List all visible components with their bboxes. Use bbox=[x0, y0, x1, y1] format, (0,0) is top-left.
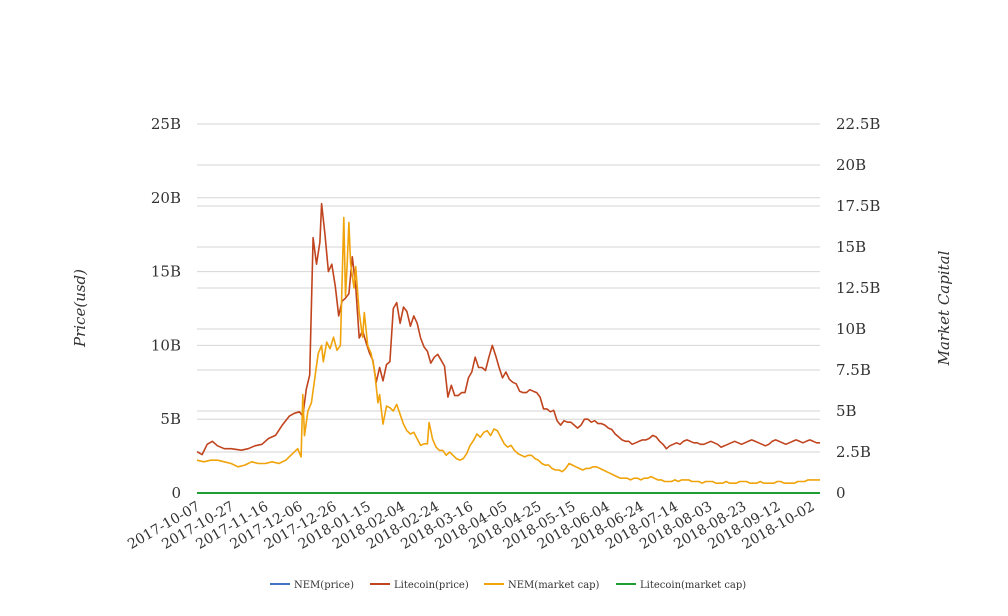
y-left-tick-label: 15B bbox=[151, 263, 181, 281]
series-lines bbox=[196, 202, 820, 494]
y-right-tick-label: 12.5B bbox=[836, 279, 880, 297]
y-right-tick-label: 7.5B bbox=[836, 361, 871, 379]
y-right-tick-label: 20B bbox=[836, 156, 866, 174]
series-line-nem-market-cap bbox=[196, 216, 820, 484]
series-line-litecoin-price bbox=[196, 202, 820, 456]
y-left-tick-label: 0 bbox=[171, 484, 181, 502]
y-right-tick-label: 0 bbox=[836, 484, 846, 502]
x-axis-ticks: 2017-10-072017-10-272017-11-162017-12-06… bbox=[125, 499, 817, 553]
left-axis-ticks: 0 5B 10B 15B 20B 25B bbox=[151, 115, 181, 502]
y-left-tick-label: 25B bbox=[151, 115, 181, 133]
y-right-tick-label: 5B bbox=[836, 402, 857, 420]
y-left-tick-label: 10B bbox=[151, 336, 181, 354]
legend-label: Litecoin(price) bbox=[394, 580, 469, 591]
y-right-tick-label: 15B bbox=[836, 238, 866, 256]
y-left-tick-label: 20B bbox=[151, 189, 181, 207]
right-axis-ticks: 0 2.5B 5B 7.5B 10B 12.5B 15B 17.5B 20B 22.5B bbox=[836, 115, 880, 502]
gridlines bbox=[197, 123, 820, 494]
y-right-tick-label: 10B bbox=[836, 320, 866, 338]
y-right-tick-label: 2.5B bbox=[836, 443, 871, 461]
legend-label: Litecoin(market cap) bbox=[640, 580, 746, 591]
y-axis-right-title: Market Capital bbox=[935, 250, 953, 366]
y-right-tick-label: 22.5B bbox=[836, 115, 880, 133]
y-axis-left-title: Price(usd) bbox=[71, 269, 89, 348]
legend-label: NEM(market cap) bbox=[508, 580, 600, 591]
y-right-tick-label: 17.5B bbox=[836, 197, 880, 215]
legend: NEM(price) Litecoin(price) NEM(market cap)… bbox=[270, 580, 746, 591]
y-left-tick-label: 5B bbox=[160, 410, 181, 428]
legend-label: NEM(price) bbox=[294, 580, 354, 591]
